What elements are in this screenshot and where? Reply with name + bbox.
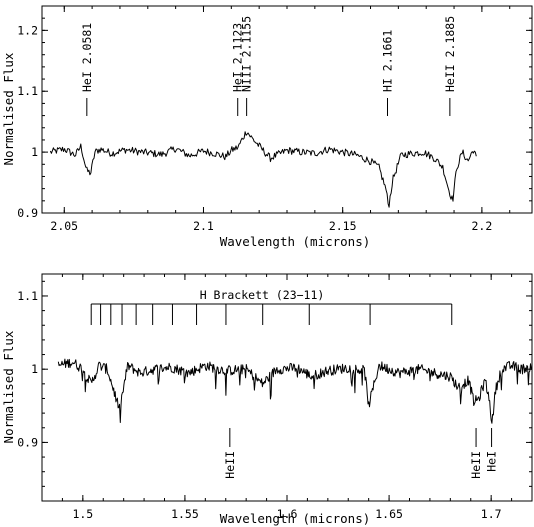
bottom-x-ticks: 1.5 1.55 1.6 1.65 1.7	[41, 274, 513, 521]
x-tick-label: 2.15	[329, 219, 357, 233]
x-tick-label: 1.55	[171, 507, 199, 521]
x-tick-label: 2.1	[193, 219, 214, 233]
x-tick-label: 1.7	[481, 507, 502, 521]
line-label: HeI 2.0581	[80, 23, 94, 92]
y-tick-label: 0.9	[17, 435, 38, 449]
x-tick-label: 1.6	[277, 507, 298, 521]
line-label: HeII 2.1885	[443, 16, 457, 92]
y-tick-label: 1.1	[17, 289, 38, 303]
bottom-panel: 1.5 1.55 1.6 1.65 1.7 0.9 1 1.1 H Brackett (23…	[1, 273, 533, 526]
line-label: HeI 2.1123	[231, 23, 245, 92]
y-tick-label: 1.1	[17, 84, 38, 98]
bottom-y-ticks: 0.9 1 1.1	[17, 280, 532, 502]
x-tick-label: 2.2	[471, 219, 492, 233]
top-x-ticks: 2.05 2.1 2.15 2.2	[50, 6, 511, 233]
bottom-x-axis-label: Wavelength (microns)	[220, 511, 371, 526]
bottom-y-axis-label: Normalised Flux	[1, 330, 16, 443]
line-label: HeII	[223, 451, 237, 479]
line-label: HeII	[469, 451, 483, 479]
y-tick-label: 1	[31, 362, 38, 376]
top-plot-frame	[41, 5, 533, 214]
brackett-series-label: H Brackett (23−11)	[200, 288, 325, 302]
y-tick-label: 1	[31, 145, 38, 159]
line-label: HeI	[485, 451, 499, 472]
line-label: NIII 2.1155	[240, 16, 254, 92]
x-tick-label: 2.05	[50, 219, 78, 233]
top-x-axis-label: Wavelength (microns)	[220, 234, 371, 249]
bottom-line-annotations: HeII HeII HeI	[223, 428, 499, 479]
bottom-plot-frame	[41, 273, 533, 502]
brackett-series-bracket	[90, 303, 453, 325]
line-label: HI 2.1661	[381, 30, 395, 92]
y-tick-label: 0.9	[17, 206, 38, 220]
top-spectrum-line	[49, 131, 477, 208]
top-y-ticks: 0.9 1 1.1 1.2	[17, 5, 532, 220]
top-panel: 2.05 2.1 2.15 2.2 0.911.11.2 HeI 2.0581 HeI …	[1, 5, 533, 249]
bottom-spectrum-line	[57, 358, 533, 424]
y-tick-label: 1.2	[17, 23, 38, 37]
x-tick-label: 1.5	[72, 507, 93, 521]
top-y-axis-label: Normalised Flux	[1, 52, 16, 165]
x-tick-label: 1.65	[375, 507, 403, 521]
